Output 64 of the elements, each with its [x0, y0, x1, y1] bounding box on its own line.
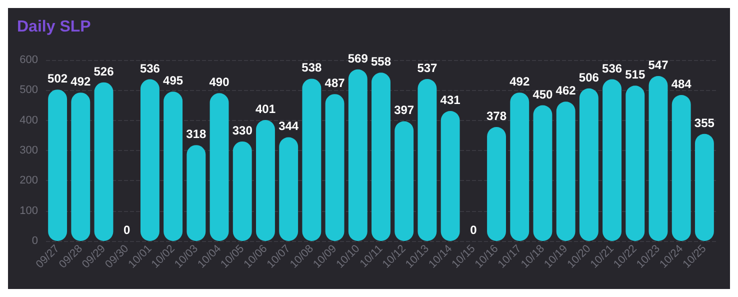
data-label: 318: [186, 127, 207, 142]
y-tick-label: 400: [20, 114, 38, 126]
data-label: 492: [510, 74, 530, 89]
data-label: 536: [140, 61, 160, 76]
data-label: 484: [671, 76, 692, 91]
bar: [579, 88, 598, 241]
bar: [510, 92, 530, 241]
y-tick-label: 300: [20, 144, 38, 156]
data-label: 490: [209, 75, 230, 90]
bar: [348, 69, 368, 241]
bar: [279, 137, 298, 241]
bar: [533, 105, 552, 241]
bar: [418, 79, 437, 241]
bar: [626, 86, 645, 241]
data-label: 558: [370, 54, 392, 69]
data-label: 506: [578, 70, 600, 84]
bar: [71, 92, 90, 241]
bar: [302, 78, 322, 241]
data-label: 397: [394, 103, 414, 118]
data-label: 502: [48, 72, 68, 86]
y-tick-label: 200: [20, 174, 38, 187]
data-label: 378: [486, 108, 507, 123]
data-label: 401: [255, 102, 276, 116]
y-tick-label: 100: [20, 204, 38, 217]
bar: [602, 79, 622, 241]
data-label: 547: [648, 58, 669, 72]
data-label: 492: [70, 74, 91, 89]
data-label: 355: [694, 116, 715, 130]
bar: [164, 92, 183, 241]
data-label: 538: [302, 60, 322, 75]
bar: [210, 93, 229, 241]
y-tick-label: 500: [20, 84, 38, 96]
bar: [672, 94, 691, 241]
bar: [256, 120, 275, 241]
data-label: 536: [602, 61, 622, 76]
bar: [140, 79, 160, 241]
data-label: 431: [440, 92, 461, 107]
bar: [372, 72, 390, 241]
data-label: 537: [417, 61, 438, 76]
data-label: 526: [94, 64, 114, 78]
y-tick-label: 600: [20, 54, 38, 66]
bar: [487, 126, 506, 241]
bar: [556, 102, 576, 241]
bar: [48, 90, 68, 241]
bar: [325, 94, 344, 241]
bar: [94, 82, 114, 241]
data-label: 462: [556, 84, 576, 98]
bar: [232, 141, 252, 241]
data-label: 487: [324, 76, 346, 90]
bar: [440, 110, 460, 241]
data-label: 344: [278, 119, 299, 134]
chart-title: Daily SLP: [17, 18, 92, 36]
data-label: 0: [124, 223, 131, 237]
bar: [186, 145, 206, 241]
bar: [694, 134, 714, 241]
y-tick-label: 0: [32, 235, 38, 247]
bar: [648, 76, 668, 241]
data-label: 569: [348, 51, 368, 66]
bar: [394, 121, 414, 241]
data-label: 330: [232, 123, 253, 138]
data-label: 495: [163, 74, 184, 88]
data-label: 515: [625, 68, 646, 82]
data-label: 0: [470, 223, 478, 237]
data-label: 450: [532, 87, 554, 102]
